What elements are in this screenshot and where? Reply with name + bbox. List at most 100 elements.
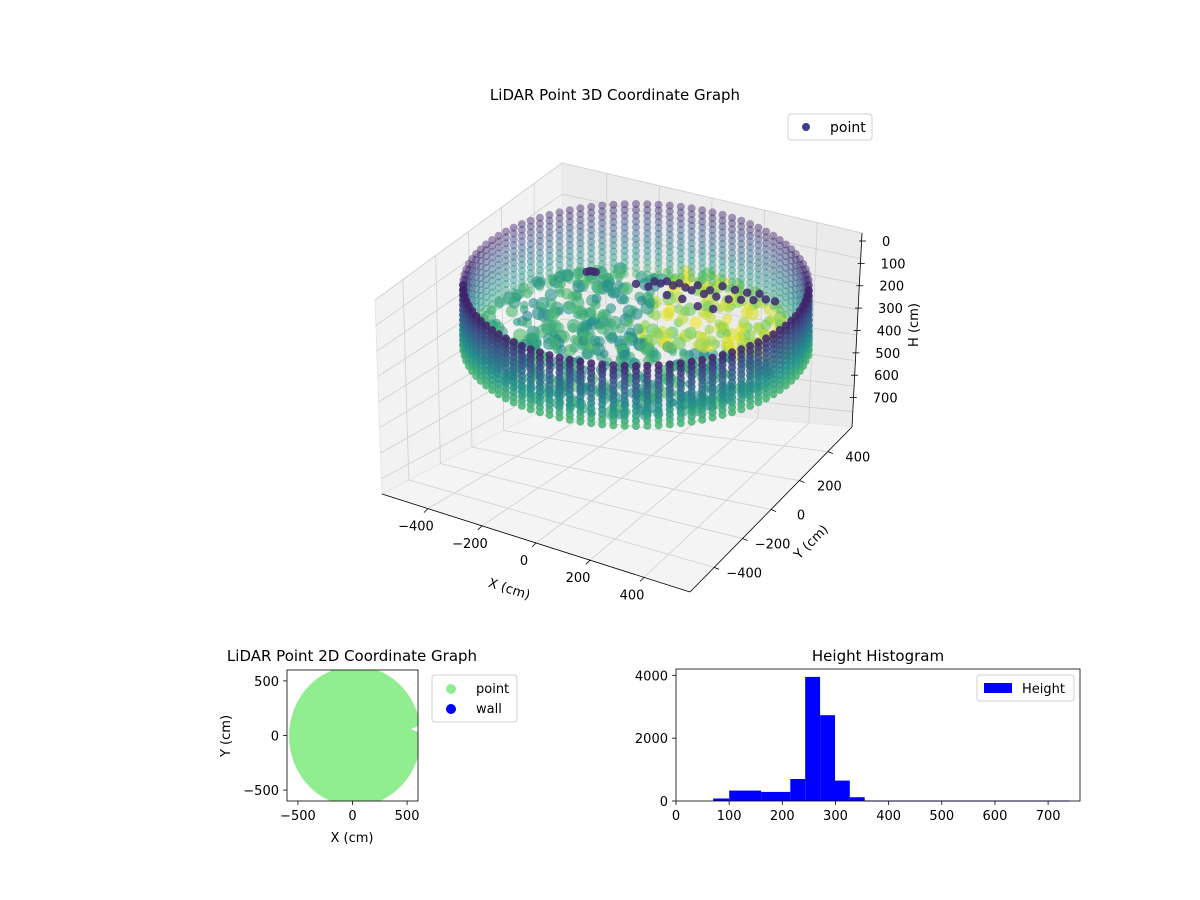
chart-3d-ring-point xyxy=(775,386,784,394)
chart-3d-ring-point xyxy=(526,405,535,414)
chart-3d-ring-point xyxy=(762,394,771,403)
chart-3d-floor-point xyxy=(554,284,565,294)
chart-3d-ring-point xyxy=(781,281,790,290)
chart-3d-ring-point xyxy=(587,243,596,252)
chart-3d-y-tick xyxy=(799,480,805,483)
chart-3d-ring-point xyxy=(775,247,784,256)
chart-3d-ring-point xyxy=(517,220,526,229)
chart-3d-x-tick xyxy=(639,577,645,582)
chart-3d-ring-point xyxy=(728,219,737,228)
chart-3d-ring-point xyxy=(762,227,771,236)
chart-3d-floor-point xyxy=(599,349,609,359)
chart-3d-ring-point xyxy=(565,223,574,232)
chart-3d-ring-point xyxy=(718,251,727,260)
chart-3d-cluster-point xyxy=(687,286,696,295)
chart-3d-z-tick-label: 100 xyxy=(881,257,906,272)
chart-3d-ring-point xyxy=(535,283,544,292)
chart-3d-ring-point xyxy=(746,249,755,258)
chart-3d-ring-point xyxy=(468,295,477,304)
chart-3d-ring-point xyxy=(775,259,784,268)
chart-3d-ring-point xyxy=(598,213,607,222)
chart-3d-ring-point xyxy=(555,208,564,217)
chart-3d-floor-point xyxy=(612,265,627,279)
chart-3d-ring-point xyxy=(509,252,518,261)
chart-3d-floor-point xyxy=(619,294,630,305)
chart-3d-y-tick xyxy=(827,451,833,454)
chart-3d-floor-point xyxy=(701,310,711,320)
chart-3d-ring-point xyxy=(718,275,727,283)
chart-3d-floor-point xyxy=(663,267,672,277)
chart-3d-ring-point xyxy=(517,243,526,252)
chart-3d-ring-point xyxy=(643,246,652,255)
chart-3d-ring-point xyxy=(482,281,491,290)
chart-3d-ring-point xyxy=(687,233,696,242)
chart-3d-point-cloud xyxy=(459,200,813,430)
chart-3d-x-tick-label: 400 xyxy=(620,588,645,603)
chart-3d-ring-point xyxy=(620,235,629,244)
chart-2d-point-gap xyxy=(411,726,418,732)
chart-3d-ring-point xyxy=(676,272,685,281)
chart-3d-ring-point xyxy=(754,241,763,250)
chart-3d-ring-point xyxy=(576,210,585,219)
chart-3d-ring-point xyxy=(718,245,727,254)
chart-3d-ring-point xyxy=(698,247,707,255)
chart-3d-floor-point xyxy=(640,320,650,330)
chart-3d-ring-point xyxy=(482,287,491,296)
chart-3d-ring-point xyxy=(762,239,771,248)
chart-3d-ring-point xyxy=(565,415,574,424)
chart-3d-cluster-point xyxy=(743,288,752,297)
chart-3d-ring-point xyxy=(687,204,696,213)
chart-3d-ring-point xyxy=(609,247,618,256)
chart-3d-ring-point xyxy=(665,230,674,239)
chart-3d-ring-point xyxy=(801,265,810,274)
chart-3d-floor-point xyxy=(680,265,692,277)
chart-3d-ring-point xyxy=(526,245,535,254)
chart-3d-ring-point xyxy=(643,235,652,244)
chart-3d-ring-point xyxy=(501,262,510,271)
chart-3d-ring-point xyxy=(737,234,746,243)
chart-3d-ring-point xyxy=(576,262,585,271)
chart-3d-ring-point xyxy=(746,401,755,410)
chart-3d-ring-point xyxy=(654,229,663,238)
chart-3d-ring-point xyxy=(501,268,510,277)
chart-3d-ring-point xyxy=(472,261,481,270)
chart-3d-ring-point xyxy=(728,242,737,251)
chart-3d-ring-point xyxy=(462,265,471,274)
chart-3d-ring-point xyxy=(708,260,717,269)
chart-3d-ring-point xyxy=(545,275,554,283)
chart-3d-ring-point xyxy=(762,256,771,265)
chart-3d-ring-point xyxy=(791,255,800,264)
chart-3d-legend-marker xyxy=(802,123,810,131)
chart-3d-floor-point xyxy=(494,297,506,308)
chart-2d-y-tick-label: −500 xyxy=(243,784,279,799)
chart-3d-ring-point xyxy=(676,261,685,270)
chart-3d-ring-point xyxy=(687,221,696,230)
chart-3d-ring-point xyxy=(632,211,640,220)
chart-3d-ring-point xyxy=(620,270,629,279)
chart-3d-ring-point xyxy=(698,264,707,273)
chart-3d-ring-point xyxy=(643,223,652,232)
chart-3d-z-tick-label: 400 xyxy=(877,324,902,339)
chart-3d-ring-point xyxy=(476,303,485,312)
chart-3d-ring-point xyxy=(509,270,518,279)
chart-3d-ring-point xyxy=(665,420,674,429)
chart-3d-ring-point xyxy=(654,247,663,256)
chart-3d-ring-point xyxy=(654,270,663,279)
chart-3d-ring-point xyxy=(488,247,497,256)
histogram-x-tick-label: 200 xyxy=(770,809,795,824)
chart-3d-floor-point xyxy=(582,277,592,287)
chart-3d-cluster-point xyxy=(730,285,740,295)
chart-3d-ring-point xyxy=(803,270,812,279)
chart-3d-ring-point xyxy=(576,216,585,224)
chart-3d-ring-point xyxy=(545,251,554,260)
chart-3d-ring-point xyxy=(754,282,763,291)
chart-3d-ring-point xyxy=(620,229,629,238)
chart-3d-ring-point xyxy=(708,231,717,240)
chart-3d-ring-point xyxy=(598,254,607,263)
chart-3d-ring-point xyxy=(517,278,526,287)
chart-3d-ring-point xyxy=(737,405,746,414)
chart-3d-floor-point xyxy=(513,328,527,343)
chart-3d-ring-point xyxy=(762,262,771,271)
chart-3d-floor-point xyxy=(544,288,558,302)
